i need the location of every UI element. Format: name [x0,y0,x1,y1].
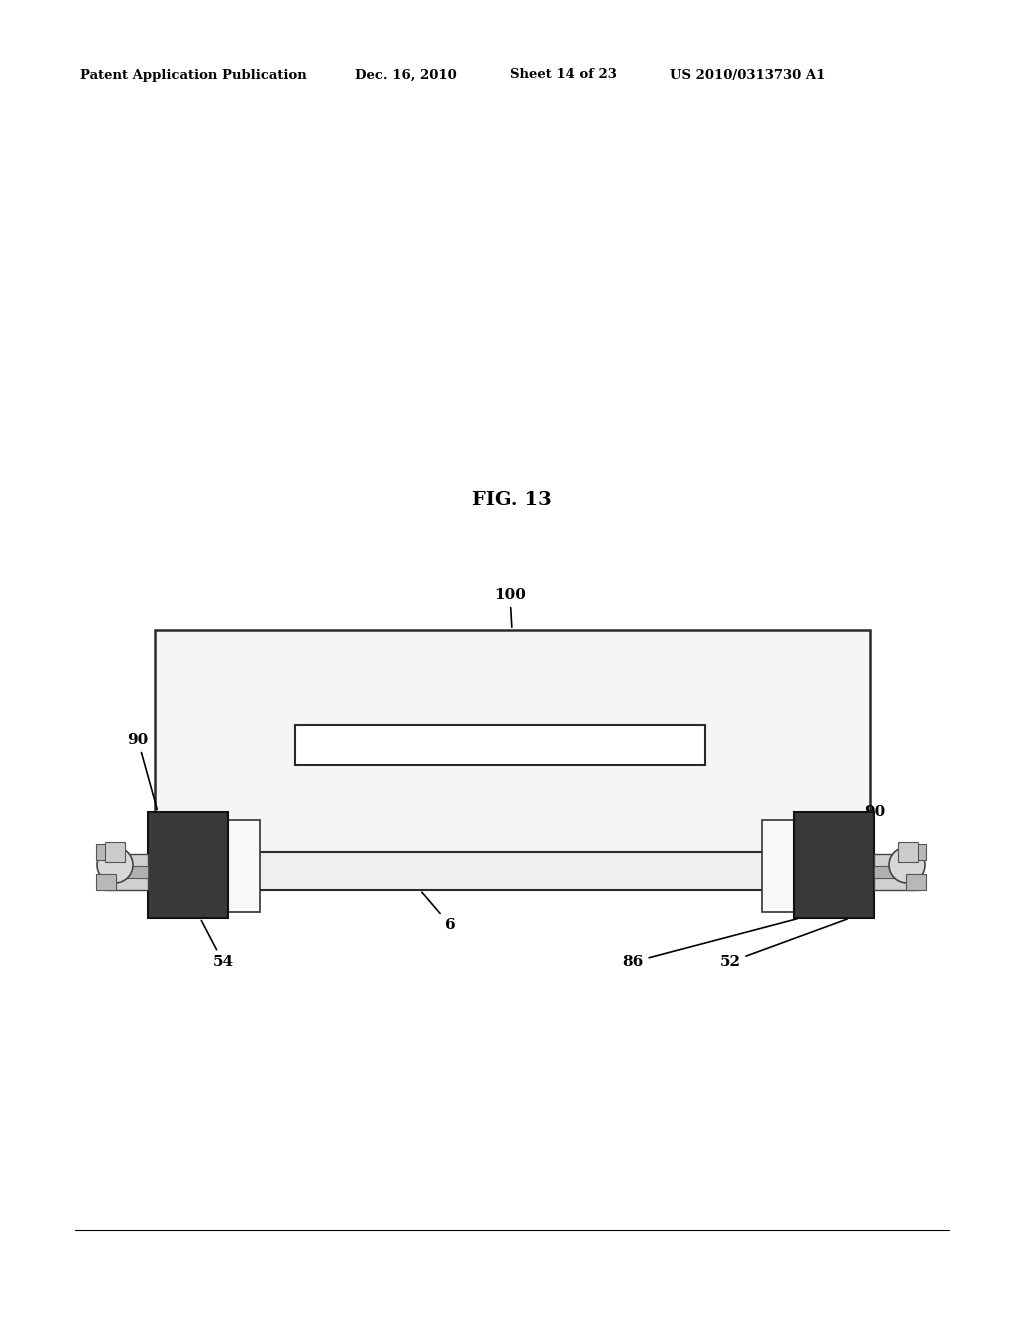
Bar [874,854,918,890]
Bar [762,820,794,912]
Bar [148,812,228,917]
Bar [794,812,874,917]
Text: FIG. 13: FIG. 13 [472,491,552,510]
Text: 100: 100 [494,587,526,627]
Text: Dec. 16, 2010: Dec. 16, 2010 [355,69,457,82]
Text: 6: 6 [422,892,456,932]
Bar [200,851,825,890]
Text: 54: 54 [202,920,233,969]
Bar [110,866,148,878]
Text: Sheet 14 of 23: Sheet 14 of 23 [510,69,616,82]
Bar [148,812,228,917]
Bar [295,725,705,766]
Text: 52: 52 [720,919,848,969]
Circle shape [889,847,925,883]
Circle shape [97,847,133,883]
Bar [96,874,116,890]
Text: 90: 90 [858,805,886,824]
Bar [906,843,926,861]
Bar [105,854,148,890]
Bar [228,820,260,912]
Bar [874,866,913,878]
Text: 86: 86 [623,919,798,969]
Text: Patent Application Publication: Patent Application Publication [80,69,307,82]
Bar [155,630,870,880]
Text: US 2010/0313730 A1: US 2010/0313730 A1 [670,69,825,82]
Text: 90: 90 [127,733,158,809]
Bar [898,842,918,862]
Bar [105,842,125,862]
Bar [96,843,116,861]
Bar [906,874,926,890]
